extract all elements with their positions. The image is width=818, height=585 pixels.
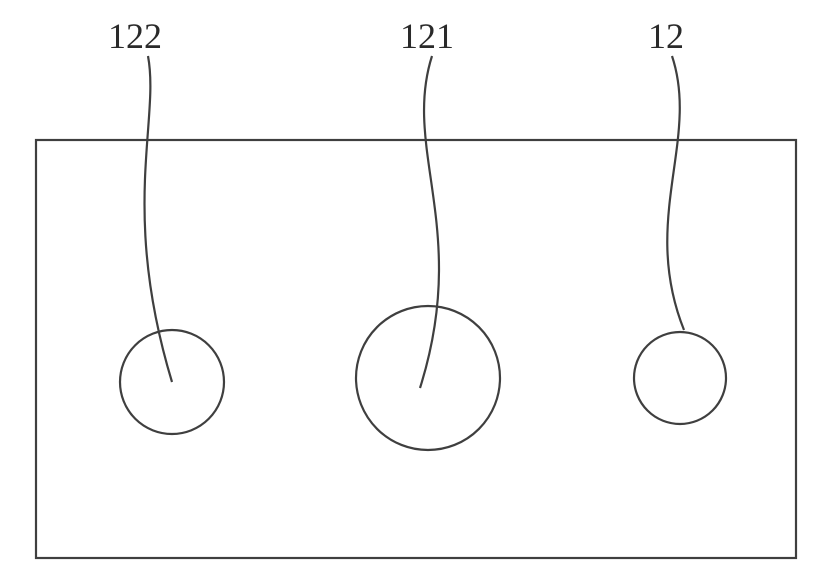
center-circle xyxy=(356,306,500,450)
label-left: 122 xyxy=(108,16,162,56)
right-circle xyxy=(634,332,726,424)
leader-line-center xyxy=(420,56,439,388)
leader-line-right xyxy=(667,56,684,330)
leader-line-left xyxy=(144,56,172,382)
label-right: 12 xyxy=(648,16,684,56)
outer-rectangle xyxy=(36,140,796,558)
diagram-canvas: 122 121 12 xyxy=(0,0,818,585)
label-center: 121 xyxy=(400,16,454,56)
